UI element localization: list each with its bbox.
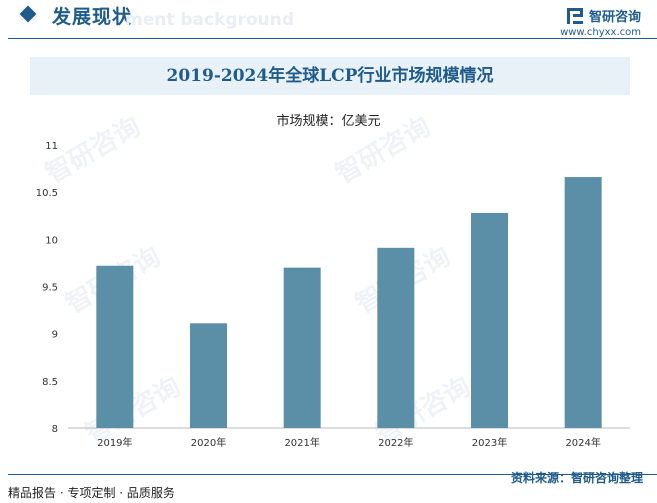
chart-title-band: 2019-2024年全球LCP行业市场规模情况 (30, 57, 630, 95)
x-tick-label: 2021年 (284, 436, 319, 449)
header: 发展现状 ment background 智研咨询 www.chyxx.com (0, 0, 657, 40)
chart-unit-label: 市场规模：亿美元 (276, 114, 381, 129)
y-tick-label: 11 (45, 141, 58, 152)
header-ghost-text: ment background (125, 10, 295, 30)
brand: 智研咨询 (566, 6, 641, 25)
y-tick-label: 9 (52, 330, 58, 341)
y-tick-label: 10 (45, 235, 58, 246)
x-tick-label: 2019年 (97, 436, 132, 449)
bar (471, 212, 508, 428)
x-tick-label: 2023年 (472, 436, 507, 449)
x-tick-label: 2020年 (191, 436, 226, 449)
source-note: 资料来源：智研咨询整理 (510, 471, 643, 485)
y-tick-label: 10.5 (36, 188, 58, 199)
chart-title: 2019-2024年全球LCP行业市场规模情况 (166, 66, 494, 86)
bar (96, 265, 134, 428)
brand-logo-icon (566, 7, 583, 24)
x-tick-label: 2024年 (565, 436, 600, 449)
footer-divider (8, 474, 657, 475)
footer-services: 精品报告 · 专项定制 · 品质服务 (8, 486, 175, 500)
section-title: 发展现状 (52, 6, 133, 28)
bar (190, 323, 227, 428)
y-tick-label: 9.5 (42, 283, 58, 294)
bar (283, 267, 321, 428)
y-tick-label: 8.5 (42, 377, 58, 388)
x-tick-label: 2022年 (378, 436, 413, 449)
bar (377, 247, 415, 428)
brand-url: www.chyxx.com (560, 27, 641, 38)
header-divider (8, 38, 657, 39)
brand-name: 智研咨询 (588, 10, 641, 25)
y-tick-label: 8 (52, 424, 58, 435)
bar (564, 177, 602, 428)
